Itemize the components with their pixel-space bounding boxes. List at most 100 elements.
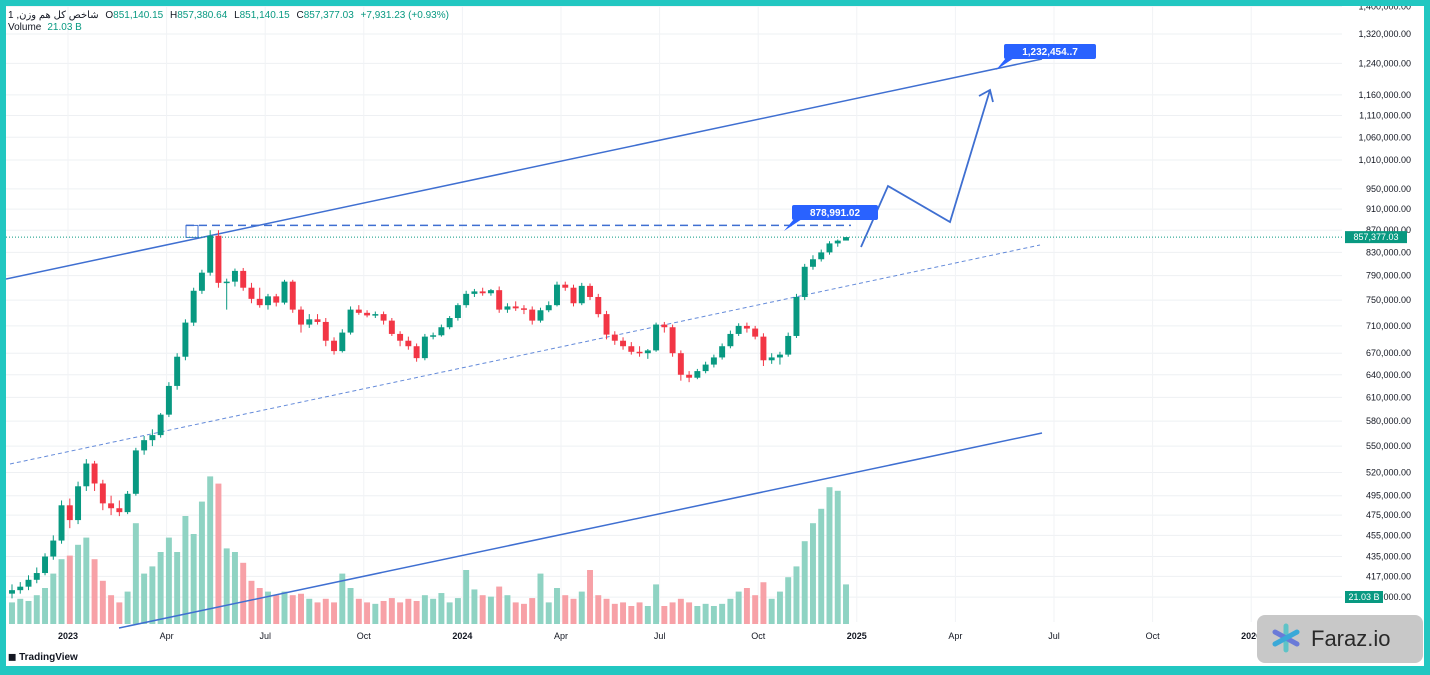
candle — [809, 259, 816, 267]
price-tick-label: 550,000.00 — [1366, 441, 1411, 451]
volume-bar — [487, 596, 494, 624]
volume-bar — [719, 603, 726, 624]
volume-bar — [430, 598, 437, 624]
volume-bar — [298, 593, 304, 624]
volume-bar — [843, 584, 849, 624]
volume-bar — [99, 580, 106, 624]
price-tick-label: 610,000.00 — [1366, 392, 1411, 402]
candle — [768, 357, 775, 361]
price-tick-label: 1,320,000.00 — [1358, 29, 1411, 39]
volume-bar — [446, 602, 453, 624]
volume-bar — [578, 591, 585, 624]
volume-bars — [9, 476, 849, 624]
candle — [818, 252, 825, 260]
tradingview-icon: ◼ — [8, 652, 20, 663]
volume-bar — [33, 595, 40, 624]
chart-window: 399,000.00 417,000.00 435,000.00 455,000.00… — [6, 6, 1424, 666]
candle — [388, 320, 395, 334]
candle — [306, 319, 313, 325]
volume-bar — [620, 602, 627, 624]
time-tick-label: 2025 — [847, 631, 867, 641]
volume-bar — [776, 591, 783, 624]
volume-bar — [265, 591, 271, 624]
candle — [446, 318, 453, 328]
volume-label[interactable]: Volume — [8, 22, 42, 33]
volume-bar — [793, 566, 800, 624]
target-label: 1,232,454..7 — [1022, 47, 1078, 58]
volume-bar — [9, 602, 15, 624]
candle — [430, 335, 437, 337]
price-tick-label: 1,160,000.00 — [1358, 90, 1411, 100]
volume-bar — [471, 589, 478, 624]
tradingview-logo[interactable]: ◼ TradingView — [8, 652, 78, 663]
volume-bar — [198, 501, 205, 624]
resistance-label-pointer — [784, 219, 802, 231]
annotation-labels: 1,232,454..7 878,991.02 857,377.03 21.03 B — [784, 44, 1407, 603]
volume-bar — [364, 602, 371, 624]
volume-bar — [116, 602, 123, 624]
volume-bar — [611, 603, 618, 624]
candle — [578, 285, 585, 304]
candle — [653, 324, 660, 351]
price-chart[interactable]: 399,000.00 417,000.00 435,000.00 455,000.00… — [6, 6, 1424, 666]
volume-bar — [735, 591, 742, 624]
candle — [132, 450, 139, 494]
volume-bar — [554, 588, 560, 624]
price-tick-label: 750,000.00 — [1366, 295, 1411, 305]
candle — [595, 296, 602, 315]
volume-bar — [752, 595, 759, 624]
price-tick-label: 399,000.00 — [1366, 592, 1411, 602]
volume-bar — [157, 552, 164, 624]
volume-bar — [834, 490, 841, 624]
last-price-label: 857,377.03 — [1353, 232, 1398, 242]
volume-bar — [421, 595, 428, 624]
volume-bar — [570, 598, 577, 624]
price-tick-label: 790,000.00 — [1366, 271, 1411, 281]
candle — [504, 306, 511, 310]
candle — [75, 486, 82, 521]
volume-bar — [520, 603, 527, 624]
volume-bar — [661, 606, 668, 624]
volume-bar — [281, 591, 288, 624]
volume-bar — [479, 595, 486, 624]
price-tick-label: 710,000.00 — [1366, 321, 1411, 331]
candle — [487, 290, 494, 294]
volume-bar — [413, 600, 420, 624]
time-tick-label: Oct — [751, 631, 766, 641]
candle — [25, 579, 32, 587]
price-axis: 399,000.00 417,000.00 435,000.00 455,000.00… — [1358, 6, 1411, 602]
time-tick-label: Apr — [948, 631, 962, 641]
candle — [826, 243, 833, 253]
last-volume-label: 21.03 B — [1348, 592, 1379, 602]
volume-bar — [240, 562, 247, 624]
candle — [686, 374, 693, 378]
candle — [99, 483, 106, 504]
candle — [603, 314, 610, 335]
close-value: 857,377.03 — [303, 10, 354, 21]
price-tick-label: 520,000.00 — [1366, 468, 1411, 478]
arrow-head-icon — [978, 88, 994, 103]
price-tick-label: 475,000.00 — [1366, 510, 1411, 520]
candle — [256, 298, 263, 306]
candle — [620, 340, 627, 347]
resistance-marker — [185, 224, 199, 238]
price-tick-label: 1,240,000.00 — [1358, 58, 1411, 68]
volume-bar — [91, 559, 98, 624]
price-tick-label: 670,000.00 — [1366, 348, 1411, 358]
candle — [421, 336, 428, 359]
volume-bar — [25, 600, 32, 624]
volume-bar — [66, 555, 73, 624]
volume-bar — [58, 559, 65, 624]
tradingview-text: TradingView — [19, 652, 78, 663]
candle — [33, 573, 40, 580]
volume-bar — [124, 591, 131, 624]
last-volume-tag — [1345, 591, 1383, 603]
candle — [66, 505, 73, 521]
candle — [661, 324, 668, 328]
time-tick-label: 2023 — [58, 631, 78, 641]
candle — [248, 287, 255, 299]
price-tick-label: 1,110,000.00 — [1359, 111, 1411, 121]
volume-bar — [644, 606, 651, 624]
symbol-name[interactable]: شاخص کل هم وزن, 1 — [8, 10, 99, 21]
close-label: C — [296, 10, 304, 21]
